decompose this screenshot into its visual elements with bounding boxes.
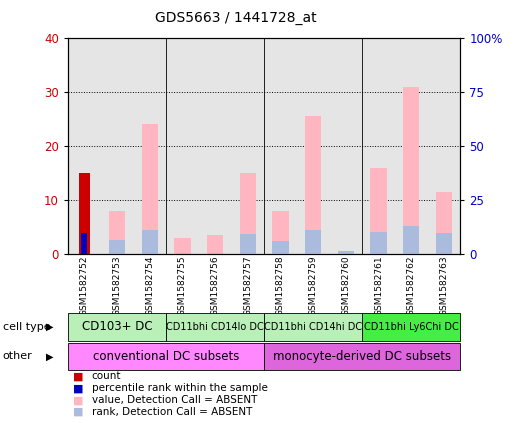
Text: ■: ■ — [73, 395, 84, 405]
Bar — [142, 124, 158, 254]
Bar — [395, 38, 428, 254]
Text: ■: ■ — [73, 407, 84, 417]
Bar — [264, 38, 297, 254]
Text: other: other — [3, 352, 32, 361]
Bar — [362, 38, 395, 254]
Bar — [305, 116, 321, 254]
Bar — [142, 230, 158, 254]
Bar — [338, 250, 354, 254]
Bar — [272, 241, 289, 254]
Bar — [436, 233, 452, 254]
Bar — [82, 233, 87, 254]
Bar — [174, 238, 190, 254]
Bar — [109, 240, 125, 254]
Bar — [329, 38, 362, 254]
Bar — [100, 38, 133, 254]
Bar — [264, 343, 460, 370]
Text: ■: ■ — [73, 383, 84, 393]
Bar — [109, 211, 125, 254]
Text: ▶: ▶ — [46, 352, 53, 361]
Text: CD103+ DC: CD103+ DC — [82, 320, 152, 333]
Text: monocyte-derived DC subsets: monocyte-derived DC subsets — [273, 350, 451, 363]
Text: GDS5663 / 1441728_at: GDS5663 / 1441728_at — [154, 11, 316, 25]
Bar — [297, 38, 329, 254]
Bar — [199, 38, 231, 254]
Bar — [207, 235, 223, 254]
Text: conventional DC subsets: conventional DC subsets — [93, 350, 239, 363]
Bar — [68, 343, 264, 370]
Bar — [78, 173, 90, 254]
Bar — [166, 313, 264, 341]
Bar — [403, 226, 419, 254]
Bar — [240, 173, 256, 254]
Bar — [68, 313, 166, 341]
Bar — [240, 234, 256, 254]
Bar — [305, 230, 321, 254]
Text: ▶: ▶ — [46, 322, 53, 332]
Bar — [272, 211, 289, 254]
Text: CD11bhi CD14lo DC: CD11bhi CD14lo DC — [166, 322, 264, 332]
Text: CD11bhi CD14hi DC: CD11bhi CD14hi DC — [264, 322, 362, 332]
Bar — [362, 313, 460, 341]
Bar — [370, 168, 386, 254]
Bar — [428, 38, 460, 254]
Bar — [68, 38, 100, 254]
Text: ■: ■ — [73, 371, 84, 382]
Bar — [166, 38, 199, 254]
Text: rank, Detection Call = ABSENT: rank, Detection Call = ABSENT — [92, 407, 252, 417]
Bar — [436, 192, 452, 254]
Text: count: count — [92, 371, 121, 382]
Bar — [231, 38, 264, 254]
Bar — [264, 313, 362, 341]
Text: CD11bhi Ly6Chi DC: CD11bhi Ly6Chi DC — [364, 322, 459, 332]
Text: cell type: cell type — [3, 322, 50, 332]
Text: value, Detection Call = ABSENT: value, Detection Call = ABSENT — [92, 395, 257, 405]
Bar — [133, 38, 166, 254]
Bar — [403, 87, 419, 254]
Text: percentile rank within the sample: percentile rank within the sample — [92, 383, 267, 393]
Bar — [370, 232, 386, 254]
